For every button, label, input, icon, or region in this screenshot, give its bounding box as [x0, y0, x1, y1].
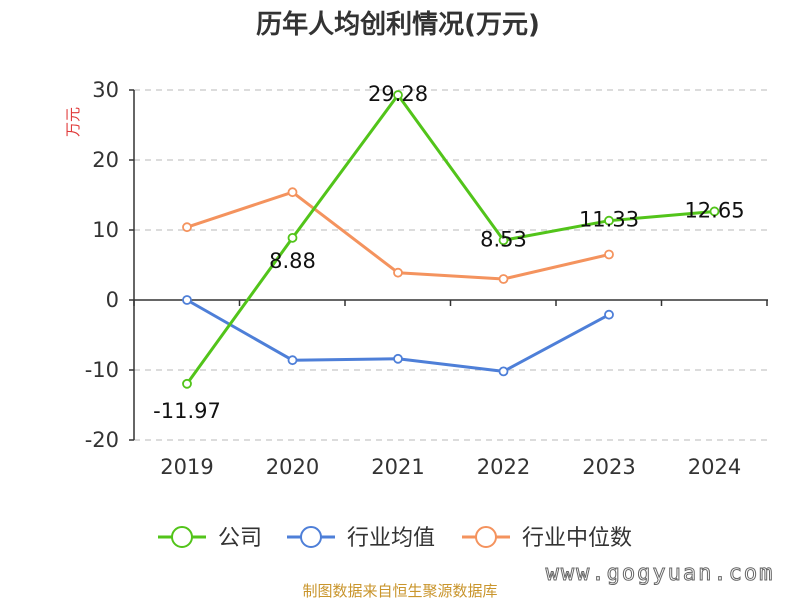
data-point — [498, 366, 509, 377]
chart-title: 历年人均创利情况(万元) — [256, 9, 540, 40]
x-tick-label: 2019 — [160, 455, 213, 479]
data-point — [498, 274, 509, 284]
legend-item[interactable]: 公司 — [158, 526, 262, 551]
series-line — [185, 93, 715, 385]
legend-marker — [171, 526, 193, 548]
y-tick-label: 0 — [106, 288, 119, 312]
grid — [134, 89, 768, 441]
y-axis-label: 万元 — [64, 107, 82, 137]
watermark: www.gogyuan.com — [546, 561, 775, 586]
data-point — [393, 90, 403, 100]
data-point — [287, 355, 298, 366]
data-point — [393, 353, 403, 364]
data-point — [287, 232, 298, 243]
legend-item[interactable]: 行业均值 — [287, 526, 435, 551]
data-label: 11.33 — [579, 208, 639, 232]
data-label: 12.65 — [684, 198, 744, 222]
x-tick-label: 2023 — [582, 455, 635, 479]
x-tick-label: 2021 — [371, 455, 424, 479]
data-point — [604, 309, 614, 320]
series — [182, 90, 720, 389]
y-tick-label: 20 — [92, 148, 119, 172]
legend-marker — [300, 526, 322, 548]
data-point — [393, 267, 403, 278]
y-tick-labels: 30 20 10 0 -10 -20 — [85, 78, 119, 452]
legend-label: 行业中位数 — [522, 526, 632, 551]
data-label: 8.88 — [269, 249, 316, 273]
x-tick-labels: 2019 2020 2021 2022 2023 2024 — [160, 455, 741, 479]
legend[interactable]: 公司 行业均值 行业中位数 — [158, 526, 632, 551]
y-tick-label: -10 — [85, 358, 119, 382]
data-point — [604, 249, 614, 260]
source-note: 制图数据来自恒生聚源数据库 — [302, 582, 497, 600]
x-tick-label: 2022 — [477, 455, 530, 479]
data-point — [182, 295, 192, 305]
y-tick-label: 30 — [92, 78, 119, 102]
series-line — [186, 190, 610, 281]
y-tick-label: -20 — [85, 428, 119, 452]
data-point — [709, 206, 720, 217]
data-labels: -11.97 8.88 29.28 8.53 11.33 12.65 — [153, 82, 744, 423]
x-tick-label: 2020 — [266, 455, 319, 479]
legend-item[interactable]: 行业中位数 — [462, 526, 632, 551]
legend-label: 公司 — [218, 526, 262, 551]
data-point — [498, 235, 509, 246]
data-point — [182, 222, 192, 233]
data-point — [287, 187, 298, 198]
legend-marker — [475, 526, 497, 548]
data-point — [182, 378, 192, 389]
data-label: -11.97 — [153, 399, 221, 423]
data-label: 29.28 — [368, 82, 428, 106]
x-tick-label: 2024 — [688, 455, 741, 479]
data-point — [604, 215, 614, 226]
axes — [129, 89, 768, 441]
data-label: 8.53 — [480, 227, 527, 251]
legend-label: 行业均值 — [347, 526, 435, 551]
y-tick-label: 10 — [92, 218, 119, 242]
